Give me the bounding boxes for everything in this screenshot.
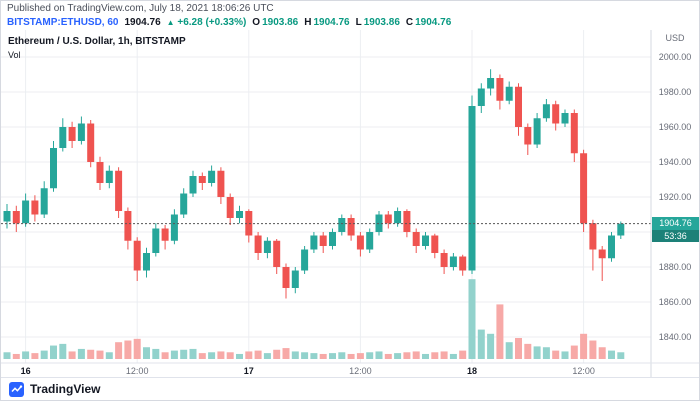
tradingview-logo-icon[interactable] (9, 381, 24, 397)
svg-text:1980.00: 1980.00 (659, 87, 692, 97)
chart-legend-title[interactable]: Ethereum / U.S. Dollar, 1h, BITSTAMP (8, 36, 186, 47)
svg-text:12:00: 12:00 (126, 366, 149, 376)
svg-text:1840.00: 1840.00 (659, 332, 692, 342)
svg-text:16: 16 (21, 366, 31, 376)
price-axis[interactable] (651, 30, 699, 363)
svg-text:1940.00: 1940.00 (659, 157, 692, 167)
footer-bar: TradingView (1, 377, 699, 400)
high-value: H 1904.76 (304, 17, 350, 28)
svg-text:17: 17 (244, 366, 254, 376)
svg-text:1880.00: 1880.00 (659, 262, 692, 272)
open-value: O 1903.86 (252, 17, 299, 28)
up-arrow-icon: ▲ (166, 18, 175, 27)
last-price: 1904.76 (124, 17, 161, 28)
published-line: Published on TradingView.com, July 18, 2… (7, 3, 274, 14)
svg-text:1920.00: 1920.00 (659, 192, 692, 202)
volume-indicator-label[interactable]: Vol (8, 50, 21, 60)
close-value: C 1904.76 (405, 17, 452, 28)
bar-countdown: 53:36 (652, 230, 699, 242)
svg-text:USD: USD (665, 33, 685, 43)
svg-text:18: 18 (467, 366, 477, 376)
symbol-info-bar: BITSTAMP:ETHUSD, 60 1904.76 ▲ +6.28 (+0.… (1, 15, 699, 30)
svg-text:1860.00: 1860.00 (659, 297, 692, 307)
time-axis[interactable] (1, 363, 651, 377)
change-value: +6.28 (+0.33%) (177, 17, 247, 28)
chart-area[interactable]: 2000.001980.001960.001940.001920.001900.… (1, 30, 699, 377)
svg-text:12:00: 12:00 (572, 366, 595, 376)
svg-text:12:00: 12:00 (349, 366, 372, 376)
ohlc-values: O 1903.86 H 1904.76 L 1903.86 C 1904.76 (252, 16, 457, 30)
last-price-tag: 1904.76 53:36 (652, 217, 699, 242)
symbol-link[interactable]: BITSTAMP:ETHUSD, 60 (7, 17, 119, 28)
svg-text:1960.00: 1960.00 (659, 122, 692, 132)
tradingview-wordmark[interactable]: TradingView (30, 382, 101, 396)
last-price-tag-value: 1904.76 (652, 217, 699, 230)
price-change: ▲ +6.28 (+0.33%) (167, 16, 247, 30)
candlestick-chart[interactable]: 2000.001980.001960.001940.001920.001900.… (1, 30, 699, 377)
svg-text:2000.00: 2000.00 (659, 52, 692, 62)
low-value: L 1903.86 (355, 17, 400, 28)
